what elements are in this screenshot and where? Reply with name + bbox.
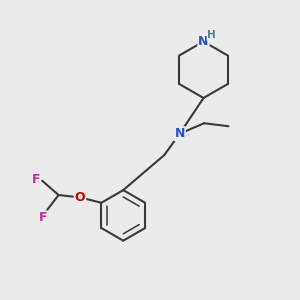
Text: F: F [32,173,40,186]
Text: N: N [175,127,185,140]
Text: O: O [75,191,85,204]
Text: H: H [207,30,216,40]
Text: N: N [198,35,209,48]
Text: F: F [39,212,47,224]
